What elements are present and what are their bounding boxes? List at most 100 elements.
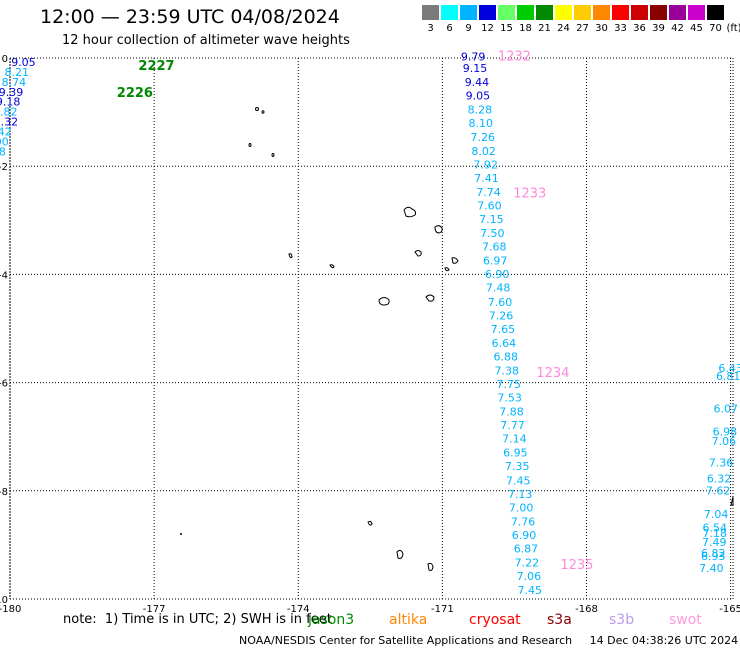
wave-height-value: 7.62 xyxy=(706,485,731,498)
island xyxy=(261,110,265,114)
x-tick-label: -177 xyxy=(143,604,166,615)
x-tick-label: -174 xyxy=(287,604,310,615)
wave-height-value: 8.82 xyxy=(0,105,17,118)
pass-time-label: 2227 xyxy=(138,59,174,74)
legend-label: 6 xyxy=(446,23,453,34)
wave-height-value: 7.60 xyxy=(477,199,502,212)
legend-swatch xyxy=(479,5,496,20)
island xyxy=(288,253,293,259)
pass-time-label: 1233 xyxy=(513,187,546,202)
legend-swatch xyxy=(593,5,610,20)
wave-height-value: 6.95 xyxy=(503,447,528,460)
wave-height-value: 8.10 xyxy=(469,117,494,130)
x-tick-label: -171 xyxy=(431,604,454,615)
wave-height-value: 7.26 xyxy=(470,131,495,144)
legend-label: 36 xyxy=(633,23,646,34)
wave-height-value: 7.15 xyxy=(479,213,504,226)
x-tick-label: -180 xyxy=(0,604,21,615)
wave-height-value: 7.74 xyxy=(476,186,501,199)
satellite-label-altika: altika xyxy=(389,612,428,628)
wave-height-value: 6.43 xyxy=(718,362,740,375)
wave-height-value: 7.50 xyxy=(480,227,505,240)
legend-swatch xyxy=(631,5,648,20)
wave-height-value: 8.08 xyxy=(0,145,6,158)
legend-swatch xyxy=(574,5,591,20)
wave-height-value: 6.07 xyxy=(714,402,739,415)
map-title: 12:00 — 23:59 UTC 04/08/2024 xyxy=(40,6,340,28)
wave-height-value: 6.88 xyxy=(494,350,519,363)
track-left: 9.058.218.749.399.188.8210.328.429.008.0… xyxy=(0,56,36,158)
legend-swatch xyxy=(650,5,667,20)
y-tick-label: -6 xyxy=(0,379,8,390)
wave-height-value: 8.28 xyxy=(468,104,493,117)
wave-height-value: 8.21 xyxy=(4,66,29,79)
lat-lon-grid: -180 -177 -174 -171 -168 -165 0 -2 -4 -6 -8 -10 xyxy=(0,54,740,615)
legend-swatch xyxy=(688,5,705,20)
wave-height-value: 9.15 xyxy=(463,62,488,75)
legend-label: 33 xyxy=(614,23,627,34)
wave-height-value: 9.79 xyxy=(461,51,486,64)
wave-height-value: 6.54 xyxy=(702,521,727,534)
island xyxy=(378,297,390,306)
island xyxy=(367,520,373,526)
wave-height-value: 7.60 xyxy=(488,296,513,309)
wave-height-value: 7.45 xyxy=(518,584,543,597)
legend-swatch xyxy=(422,5,439,20)
island xyxy=(425,294,435,302)
wave-height-value: 7.00 xyxy=(509,501,534,514)
island xyxy=(403,206,417,218)
wave-height-value: 6.64 xyxy=(492,337,517,350)
wave-height-value: 7.76 xyxy=(511,515,536,528)
wave-height-value: 7.40 xyxy=(699,562,724,575)
wave-height-value: 8.74 xyxy=(2,76,27,89)
y-tick-label: -10 xyxy=(0,595,8,606)
pass-time-label: 1232 xyxy=(498,50,531,65)
legend-label: 27 xyxy=(576,23,589,34)
island xyxy=(427,562,434,572)
legend-label: 18 xyxy=(519,23,532,34)
pass-time-label: 2226 xyxy=(117,86,153,101)
legend-swatch xyxy=(536,5,553,20)
y-tick-label: -2 xyxy=(0,162,8,173)
legend-label: 24 xyxy=(557,23,570,34)
pass-time-label: 1234 xyxy=(536,366,569,381)
pass-time-label: 1235 xyxy=(560,558,593,573)
satellite-label-s3a: s3a xyxy=(547,612,572,628)
wave-height-value: 7.04 xyxy=(704,508,729,521)
legend-label: 30 xyxy=(595,23,608,34)
legend-label: 12 xyxy=(481,23,494,34)
island xyxy=(248,143,252,147)
wave-height-value: 7.88 xyxy=(499,406,524,419)
wave-height-value: 6.81 xyxy=(716,370,740,383)
wave-height-value: 6.87 xyxy=(514,542,539,555)
wave-height-value: 7.06 xyxy=(712,435,737,448)
satellite-label-swot: swot xyxy=(669,612,702,628)
satellite-label-cryosat: cryosat xyxy=(469,612,521,628)
wave-height-value: 7.41 xyxy=(474,172,499,185)
wave-height-value: 9.39 xyxy=(0,86,23,99)
pass-time-labels: 2227 2226 1232 1233 1234 1235 xyxy=(117,50,594,574)
wave-height-value: 6.32 xyxy=(707,473,732,486)
wave-height-value: 6.98 xyxy=(713,426,738,439)
legend-label: 9 xyxy=(465,23,472,34)
island xyxy=(271,153,275,157)
island xyxy=(255,107,259,111)
wave-height-value: 6.90 xyxy=(512,529,537,542)
wave-height-value: 7.65 xyxy=(491,323,516,336)
legend-swatch xyxy=(612,5,629,20)
wave-height-value: 9.18 xyxy=(0,96,20,109)
wave-height-value: 7.45 xyxy=(506,474,531,487)
wave-height-value: 7.13 xyxy=(508,488,533,501)
y-tick-label: -8 xyxy=(0,487,8,498)
wave-height-value: 6.82 xyxy=(701,547,726,560)
legend-label: 42 xyxy=(671,23,684,34)
legend-swatch xyxy=(555,5,572,20)
wave-height-value: 7.06 xyxy=(517,570,542,583)
y-tick-label: -4 xyxy=(0,270,8,281)
legend-swatch xyxy=(517,5,534,20)
wave-height-value: 7.75 xyxy=(496,378,521,391)
wave-height-value: 9.05 xyxy=(466,90,491,103)
wave-height-value: 7.92 xyxy=(473,158,498,171)
legend-unit: (ft) xyxy=(726,23,740,34)
wave-height-value: 6.97 xyxy=(483,255,508,268)
